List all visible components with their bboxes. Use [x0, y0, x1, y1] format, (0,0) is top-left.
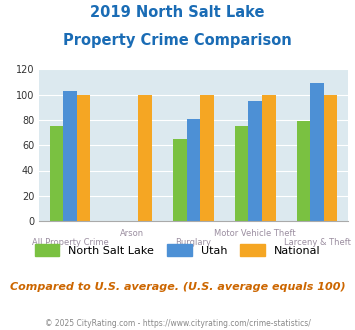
Text: Compared to U.S. average. (U.S. average equals 100): Compared to U.S. average. (U.S. average … — [10, 282, 345, 292]
Bar — [77, 95, 90, 221]
Text: Arson: Arson — [120, 229, 144, 238]
Bar — [187, 118, 200, 221]
Text: Burglary: Burglary — [175, 238, 212, 247]
Bar — [297, 121, 310, 221]
Text: Property Crime Comparison: Property Crime Comparison — [63, 33, 292, 48]
Text: Larceny & Theft: Larceny & Theft — [284, 238, 350, 247]
Bar — [324, 95, 337, 221]
Bar — [138, 95, 152, 221]
Bar — [50, 126, 63, 221]
Bar — [262, 95, 275, 221]
Bar — [235, 126, 248, 221]
Bar — [310, 83, 324, 221]
Text: All Property Crime: All Property Crime — [32, 238, 108, 247]
Legend: North Salt Lake, Utah, National: North Salt Lake, Utah, National — [30, 240, 325, 260]
Bar — [63, 91, 77, 221]
Bar — [248, 101, 262, 221]
Bar — [200, 95, 214, 221]
Bar — [173, 139, 187, 221]
Text: Motor Vehicle Theft: Motor Vehicle Theft — [214, 229, 296, 238]
Text: 2019 North Salt Lake: 2019 North Salt Lake — [90, 5, 265, 20]
Text: © 2025 CityRating.com - https://www.cityrating.com/crime-statistics/: © 2025 CityRating.com - https://www.city… — [45, 319, 310, 328]
